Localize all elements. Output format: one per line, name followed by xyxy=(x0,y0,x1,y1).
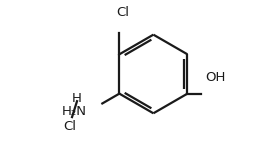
Text: OH: OH xyxy=(205,71,225,84)
Text: Cl: Cl xyxy=(117,6,130,19)
Text: H₂N: H₂N xyxy=(62,105,87,118)
Text: H: H xyxy=(71,92,81,105)
Text: Cl: Cl xyxy=(64,120,77,133)
